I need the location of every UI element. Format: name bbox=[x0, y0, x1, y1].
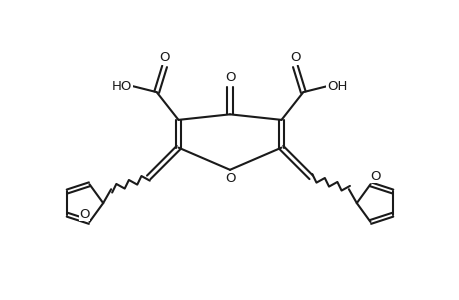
Text: O: O bbox=[159, 51, 169, 64]
Text: O: O bbox=[369, 170, 380, 183]
Text: O: O bbox=[224, 71, 235, 84]
Text: O: O bbox=[224, 172, 235, 185]
Text: O: O bbox=[79, 208, 90, 220]
Text: O: O bbox=[290, 51, 300, 64]
Text: HO: HO bbox=[112, 80, 132, 93]
Text: OH: OH bbox=[326, 80, 347, 93]
